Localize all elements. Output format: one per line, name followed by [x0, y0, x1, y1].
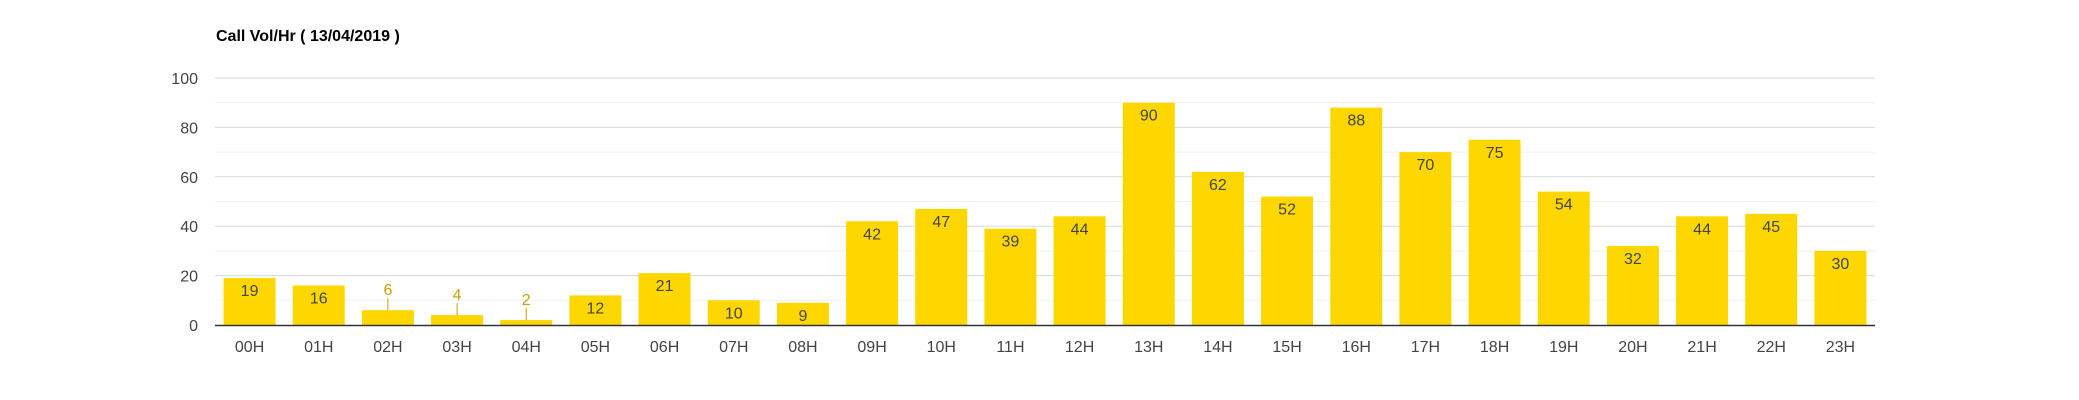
x-tick-label: 06H [650, 339, 679, 356]
x-tick-label: 14H [1203, 339, 1232, 356]
y-tick-label: 40 [180, 219, 198, 236]
data-label: 54 [1555, 197, 1573, 214]
x-tick-label: 16H [1342, 339, 1371, 356]
y-tick-label: 80 [180, 120, 198, 137]
data-label: 6 [383, 282, 392, 299]
bar [1330, 107, 1383, 325]
bar [1814, 250, 1867, 325]
x-tick-label: 19H [1549, 339, 1578, 356]
x-tick-label: 05H [581, 339, 610, 356]
x-tick-label: 02H [373, 339, 402, 356]
x-tick-label: 12H [1065, 339, 1094, 356]
x-tick-label: 09H [857, 339, 886, 356]
data-label: 30 [1832, 256, 1850, 273]
data-label: 47 [932, 214, 950, 231]
x-tick-label: 00H [235, 339, 264, 356]
bar [846, 221, 899, 325]
x-tick-label: 22H [1757, 339, 1786, 356]
data-label: 75 [1486, 145, 1504, 162]
x-tick-label: 13H [1134, 339, 1163, 356]
bar [1053, 216, 1106, 325]
bar [1676, 216, 1729, 325]
data-label: 19 [241, 283, 259, 300]
x-tick-label: 11H [996, 339, 1024, 356]
x-tick-label: 07H [719, 339, 748, 356]
x-tick-label: 21H [1687, 339, 1716, 356]
bar [569, 295, 622, 325]
data-label: 88 [1347, 113, 1365, 130]
bar [707, 300, 760, 325]
x-tick-label: 10H [927, 339, 956, 356]
bar [1606, 245, 1659, 325]
data-label: 45 [1762, 219, 1780, 236]
x-tick-label: 15H [1272, 339, 1301, 356]
data-label: 70 [1417, 157, 1435, 174]
chart-title: Call Vol/Hr ( 13/04/2019 ) [216, 28, 400, 45]
bar [500, 320, 553, 325]
bar [776, 302, 829, 325]
data-label: 90 [1140, 108, 1158, 125]
bar [1191, 171, 1244, 325]
bar [1468, 139, 1521, 325]
data-label: 44 [1693, 221, 1711, 238]
data-label: 44 [1071, 221, 1089, 238]
x-tick-label: 23H [1826, 339, 1855, 356]
data-label: 2 [522, 292, 531, 309]
data-label: 42 [863, 226, 881, 243]
data-label: 21 [656, 278, 674, 295]
x-tick-label: 18H [1480, 339, 1509, 356]
data-label: 39 [1002, 234, 1020, 251]
data-label: 12 [587, 300, 605, 317]
data-label: 9 [798, 308, 807, 325]
y-tick-label: 100 [171, 71, 198, 88]
bar [1745, 213, 1798, 325]
bar [1537, 191, 1590, 325]
bar [1122, 102, 1175, 325]
bar [223, 278, 276, 325]
bar [361, 310, 414, 325]
x-tick-label: 17H [1411, 339, 1440, 356]
x-tick-label: 20H [1618, 339, 1647, 356]
x-tick-label: 08H [788, 339, 817, 356]
bar [984, 228, 1037, 325]
y-tick-label: 60 [180, 170, 198, 187]
data-label: 4 [453, 287, 462, 304]
x-tick-label: 01H [304, 339, 333, 356]
bar [1399, 152, 1452, 325]
bar [292, 285, 345, 325]
data-label: 32 [1624, 251, 1642, 268]
y-tick-label: 0 [189, 318, 198, 335]
y-tick-label: 20 [180, 269, 198, 286]
bar [638, 273, 691, 325]
bar [1261, 196, 1314, 325]
data-label: 52 [1278, 202, 1296, 219]
data-label: 16 [310, 290, 328, 307]
bar [431, 315, 484, 325]
data-label: 10 [725, 305, 743, 322]
data-label: 62 [1209, 177, 1227, 194]
x-tick-label: 04H [512, 339, 541, 356]
bar [915, 208, 968, 325]
x-tick-label: 03H [442, 339, 471, 356]
